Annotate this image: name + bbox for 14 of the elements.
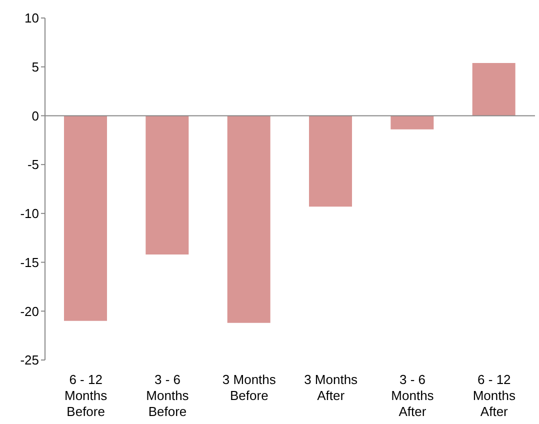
y-tick-label: 0 — [32, 108, 39, 124]
y-tick-label: -10 — [20, 206, 39, 222]
x-tick-label: 3 Months Before — [222, 372, 276, 403]
x-tick-label: 3 - 6 Months After — [391, 372, 434, 419]
y-tick-label: -20 — [20, 304, 39, 319]
y-tick-label: -5 — [27, 157, 39, 172]
y-tick-label: 10 — [24, 10, 39, 26]
y-tick-label: 5 — [32, 59, 39, 74]
x-tick-label: 6 - 12 Months Before — [64, 372, 108, 419]
x-tick-label: 3 - 6 Months Before — [146, 372, 190, 419]
x-tick-label: 6 - 12 Months After — [472, 372, 516, 419]
x-tick-label: 3 Months After — [304, 372, 358, 403]
y-tick-label: -25 — [20, 352, 39, 368]
y-tick-label: -15 — [20, 254, 39, 270]
